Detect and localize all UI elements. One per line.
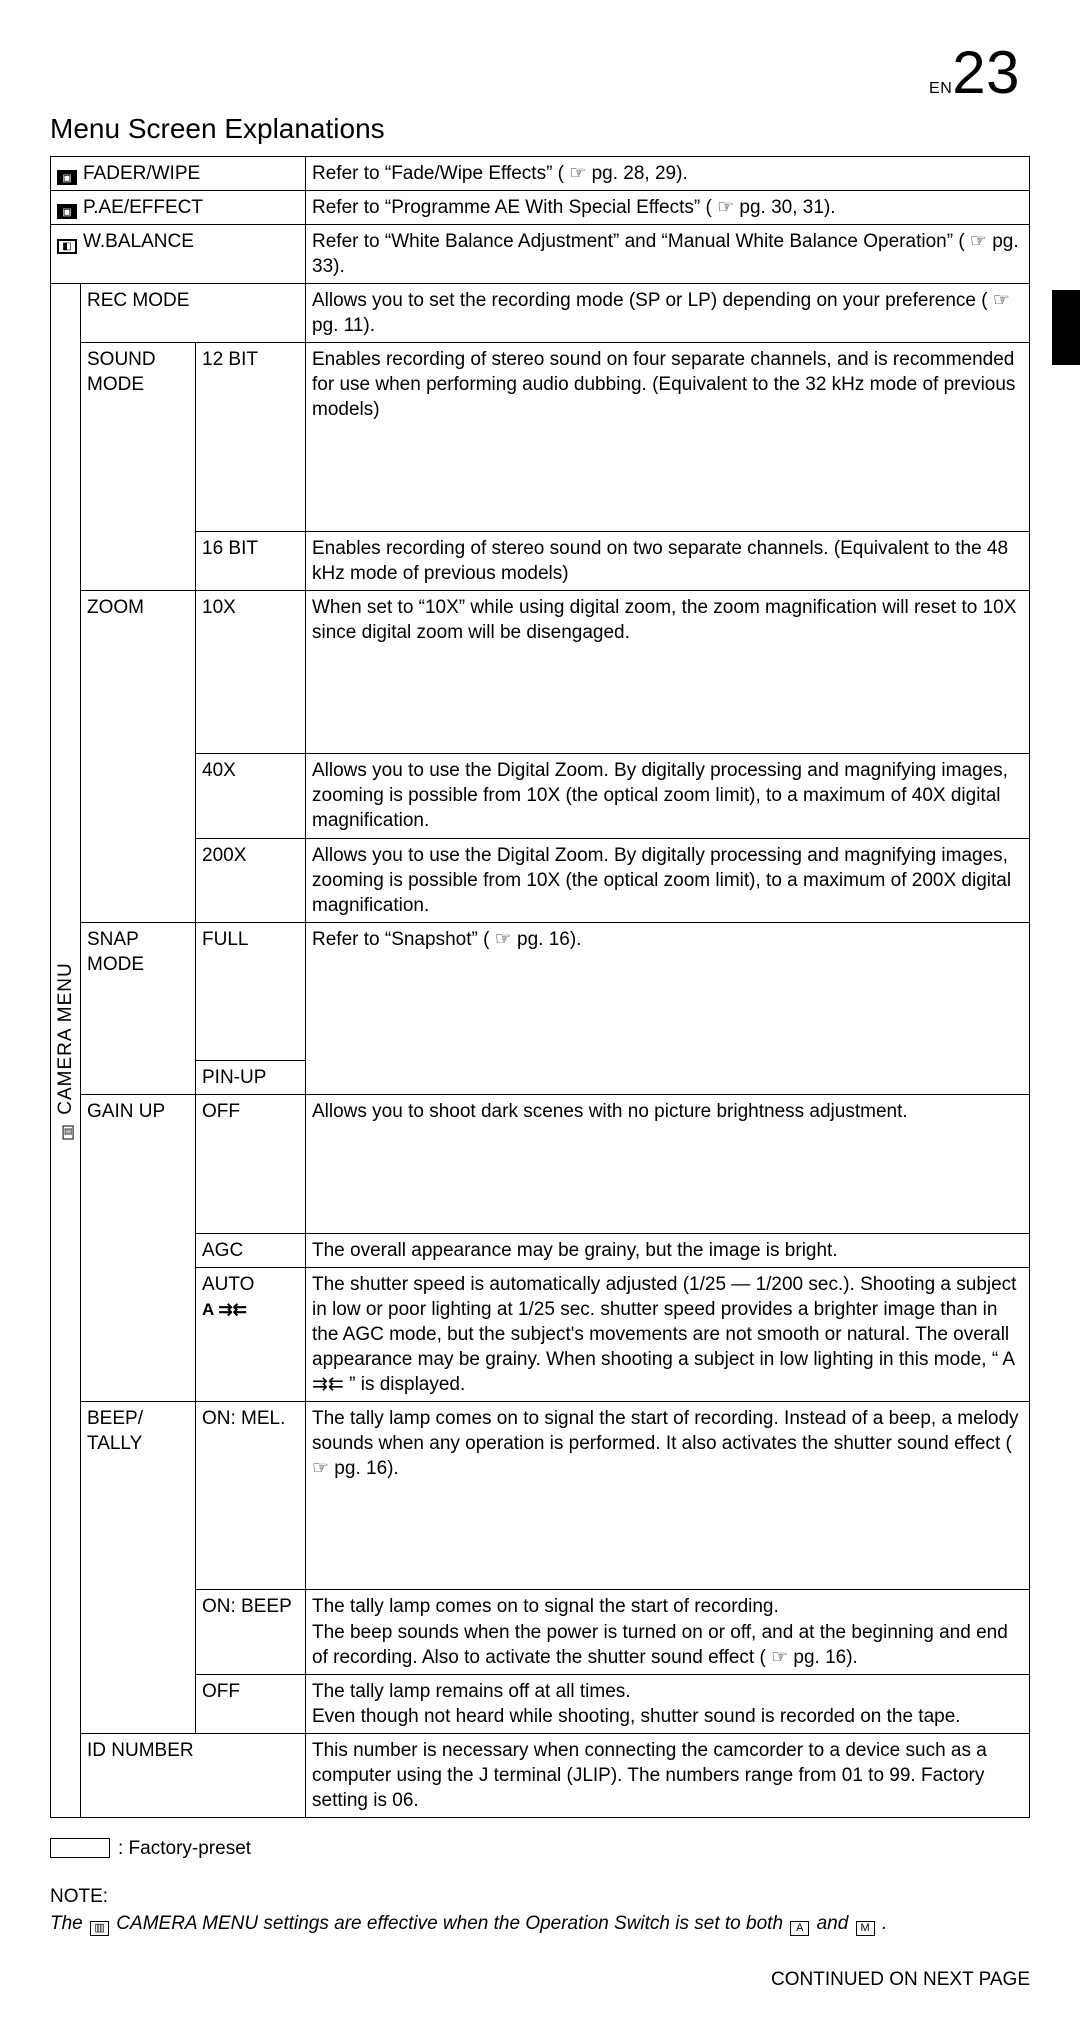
page-prefix: EN (929, 80, 952, 97)
table-row: 200X Allows you to use the Digital Zoom.… (51, 838, 1030, 922)
menu-icon: ▣ (57, 170, 77, 185)
menu-desc: Enables recording of stereo sound on two… (306, 531, 1030, 590)
menu-name: SNAP MODE (81, 922, 196, 1094)
table-row: ◧ W.BALANCE Refer to “White Balance Adjus… (51, 224, 1030, 283)
vertical-section-label: ▥ CAMERA MENU (51, 284, 81, 1818)
menu-desc: Refer to “Fade/Wipe Effects” ( ☞ pg. 28,… (306, 156, 1030, 190)
camera-menu-icon: ▥ (90, 1921, 109, 1936)
menu-name: BEEP/ TALLY (81, 1401, 196, 1733)
note-body: The ▥ CAMERA MENU settings are effective… (50, 1911, 1030, 1937)
table-row: GAIN UP OFF Allows you to shoot dark sce… (51, 1095, 1030, 1233)
menu-name: W.BALANCE (83, 231, 194, 252)
menu-name: SOUND MODE (81, 343, 196, 591)
table-row: BEEP/ TALLY ON: MEL. The tally lamp come… (51, 1401, 1030, 1590)
legend-text: : Factory-preset (118, 1838, 251, 1859)
auto-shutter-symbol: A ⇉⇇ (202, 1300, 247, 1319)
mode-m-icon: M (856, 1921, 875, 1936)
menu-desc: The tally lamp comes on to signal the st… (306, 1590, 1030, 1674)
table-row: ON: BEEP The tally lamp comes on to sign… (51, 1590, 1030, 1674)
side-label-text: CAMERA MENU (55, 963, 76, 1115)
menu-desc: Refer to “Programme AE With Special Effe… (306, 190, 1030, 224)
note-heading: NOTE: (50, 1884, 1030, 1910)
side-black-tab (1052, 290, 1080, 365)
menu-desc: The tally lamp remains off at all times.… (306, 1674, 1030, 1733)
menu-option: 40X (196, 754, 306, 838)
menu-name-cell: ▣ P.AE/EFFECT (51, 190, 306, 224)
table-row: SNAP MODE FULL Refer to “Snapshot” ( ☞ p… (51, 922, 1030, 1060)
menu-option: 200X (196, 838, 306, 922)
page-number: EN23 (929, 32, 1020, 113)
note-text: CAMERA MENU settings are effective when … (111, 1913, 788, 1934)
menu-icon: ◧ (57, 239, 77, 254)
menu-option: OFF (196, 1095, 306, 1233)
table-row: AUTO A ⇉⇇ The shutter speed is automatic… (51, 1267, 1030, 1401)
menu-name-cell: ◧ W.BALANCE (51, 224, 306, 283)
menu-name-cell: ▣ FADER/WIPE (51, 156, 306, 190)
menu-name: GAIN UP (81, 1095, 196, 1402)
menu-name: ID NUMBER (81, 1733, 306, 1817)
continued-text: CONTINUED ON NEXT PAGE (50, 1967, 1030, 1993)
menu-option: AGC (196, 1233, 306, 1267)
option-label: AUTO (202, 1274, 254, 1295)
menu-icon: ▣ (57, 204, 77, 219)
menu-desc: The tally lamp comes on to signal the st… (306, 1401, 1030, 1590)
menu-name: FADER/WIPE (83, 163, 200, 184)
menu-option: 12 BIT (196, 343, 306, 531)
menu-option: 16 BIT (196, 531, 306, 590)
menu-desc: The shutter speed is automatically adjus… (306, 1267, 1030, 1401)
table-row: ▥ CAMERA MENU REC MODE Allows you to set… (51, 284, 1030, 343)
menu-name: ZOOM (81, 590, 196, 922)
mode-a-icon: A (790, 1921, 809, 1936)
menu-option: 10X (196, 590, 306, 753)
menu-desc: Allows you to set the recording mode (SP… (306, 284, 1030, 343)
menu-desc: Allows you to use the Digital Zoom. By d… (306, 838, 1030, 922)
legend-box-icon (50, 1838, 110, 1858)
menu-desc: This number is necessary when connecting… (306, 1733, 1030, 1817)
table-row: OFF The tally lamp remains off at all ti… (51, 1674, 1030, 1733)
menu-desc: The overall appearance may be grainy, bu… (306, 1233, 1030, 1267)
note-text: The (50, 1913, 88, 1934)
menu-option: FULL (196, 922, 306, 1060)
menu-desc: Enables recording of stereo sound on fou… (306, 343, 1030, 531)
page-num-big: 23 (952, 39, 1020, 106)
note-block: NOTE: The ▥ CAMERA MENU settings are eff… (50, 1884, 1030, 1937)
menu-option: OFF (196, 1674, 306, 1733)
menu-name: P.AE/EFFECT (83, 197, 203, 218)
menu-desc: Allows you to use the Digital Zoom. By d… (306, 754, 1030, 838)
note-text: . (877, 1913, 888, 1934)
table-row: 40X Allows you to use the Digital Zoom. … (51, 754, 1030, 838)
table-row: ▣ P.AE/EFFECT Refer to “Programme AE With… (51, 190, 1030, 224)
table-row: AGC The overall appearance may be grainy… (51, 1233, 1030, 1267)
menu-desc: Refer to “White Balance Adjustment” and … (306, 224, 1030, 283)
note-text: and (811, 1913, 853, 1934)
menu-option: ON: MEL. (196, 1401, 306, 1590)
table-row: ZOOM 10X When set to “10X” while using d… (51, 590, 1030, 753)
legend: : Factory-preset (50, 1836, 1030, 1862)
page-title: Menu Screen Explanations (50, 110, 1030, 148)
menu-table: ▣ FADER/WIPE Refer to “Fade/Wipe Effects”… (50, 156, 1030, 1818)
menu-name: REC MODE (81, 284, 306, 343)
menu-desc: Refer to “Snapshot” ( ☞ pg. 16). (306, 922, 1030, 1094)
menu-option: ON: BEEP (196, 1590, 306, 1674)
menu-option: PIN-UP (196, 1061, 306, 1095)
table-row: 16 BIT Enables recording of stereo sound… (51, 531, 1030, 590)
table-row: ID NUMBER This number is necessary when … (51, 1733, 1030, 1817)
table-row: ▣ FADER/WIPE Refer to “Fade/Wipe Effects”… (51, 156, 1030, 190)
menu-option: AUTO A ⇉⇇ (196, 1267, 306, 1401)
menu-desc: Allows you to shoot dark scenes with no … (306, 1095, 1030, 1233)
table-row: SOUND MODE 12 BIT Enables recording of s… (51, 343, 1030, 531)
menu-desc: When set to “10X” while using digital zo… (306, 590, 1030, 753)
camera-menu-icon: ▥ (63, 1126, 74, 1140)
